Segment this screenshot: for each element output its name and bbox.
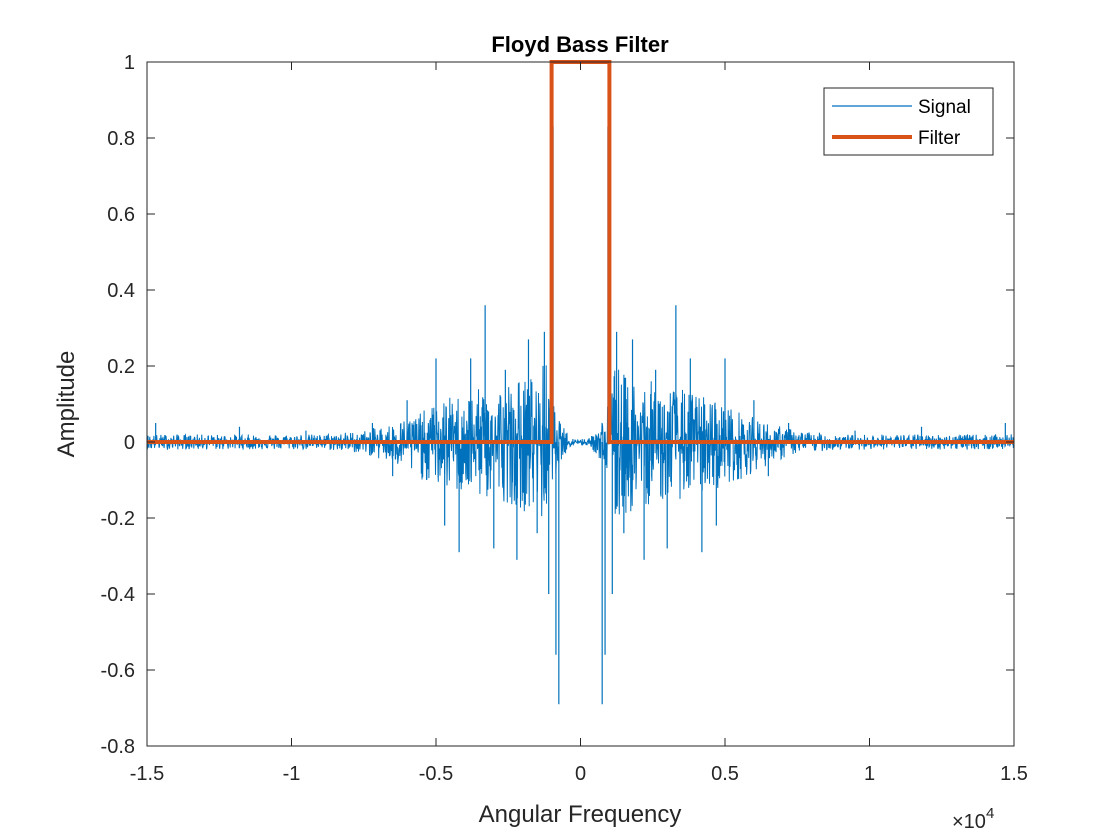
x-axis: -1.5 -1 -0.5 0 0.5 1 1.5 — [130, 62, 1028, 785]
y-tick-label: -0.8 — [101, 736, 135, 758]
x-tick-label: 1 — [864, 763, 875, 785]
y-tick-label: 0.4 — [107, 280, 135, 302]
legend-box — [823, 87, 994, 156]
legend-label-signal: Signal — [918, 97, 971, 118]
y-tick-label: 0 — [124, 432, 135, 454]
y-axis: -0.8 -0.6 -0.4 -0.2 0 0.2 0.4 0.6 0.8 1 — [101, 52, 1014, 758]
plot-area — [146, 60, 1015, 747]
y-tick-label: -0.2 — [101, 508, 135, 530]
x-tick-label: -0.5 — [419, 763, 453, 785]
chart-title: Floyd Bass Filter — [491, 32, 669, 57]
y-tick-label: 0.6 — [107, 204, 135, 226]
y-tick-label: -0.4 — [101, 584, 135, 606]
x-tick-label: 0.5 — [711, 763, 739, 785]
y-tick-label: -0.6 — [101, 660, 135, 682]
legend: Signal Filter — [823, 87, 994, 156]
x-axis-exponent: ×104 — [952, 805, 994, 833]
y-tick-label: 0.8 — [107, 128, 135, 150]
x-tick-label: -1.5 — [130, 763, 164, 785]
y-axis-label: Amplitude — [53, 351, 80, 458]
x-axis-label: Angular Frequency — [479, 801, 682, 828]
x-tick-label: 1.5 — [1000, 763, 1028, 785]
x-tick-label: 0 — [575, 763, 586, 785]
y-tick-label: 1 — [124, 52, 135, 74]
legend-label-filter: Filter — [918, 128, 961, 149]
y-tick-label: 0.2 — [107, 356, 135, 378]
x-tick-label: -1 — [283, 763, 301, 785]
plot-background — [147, 62, 1014, 746]
